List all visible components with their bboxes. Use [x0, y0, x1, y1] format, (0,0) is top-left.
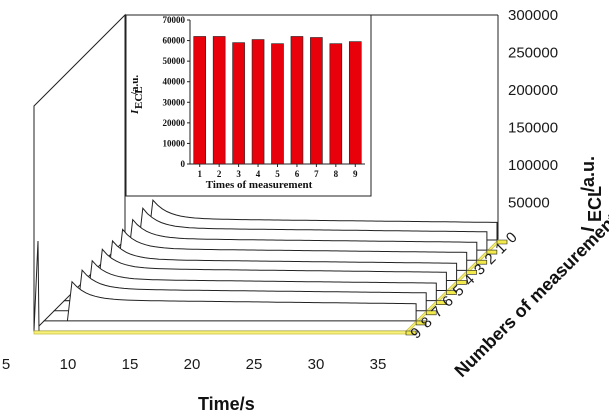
floor-step — [456, 280, 467, 285]
inset-y-tick-label: 30000 — [163, 97, 186, 107]
inset-bar — [329, 43, 343, 165]
x-tick-label: 5 — [2, 356, 10, 373]
x-tick-label: 35 — [370, 356, 387, 373]
inset-bar — [310, 37, 323, 165]
floor-step — [436, 300, 447, 305]
inset-x-tick-label: 8 — [334, 169, 339, 179]
x-tick-label: 10 — [60, 356, 77, 373]
inset-bar — [251, 39, 265, 165]
inset-x-tick-label: 3 — [236, 169, 241, 179]
floor-step — [486, 249, 498, 255]
floor-step — [476, 259, 488, 265]
inset-bar — [271, 43, 284, 165]
z-tick-label: 7 — [428, 303, 446, 321]
x-axis: 5 10 15 20 25 30 35 — [2, 356, 387, 373]
y-tick-label: 150000 — [508, 120, 558, 137]
inset-x-tick-label: 5 — [275, 169, 280, 179]
x-tick-label: 20 — [184, 356, 201, 373]
inset-y-tick-label: 10000 — [163, 138, 186, 148]
y-axis-title: I ECL /a.u. — [578, 156, 605, 232]
inset-x-tick-label: 9 — [353, 169, 358, 179]
y-tick-label: 300000 — [508, 7, 558, 24]
y-tick-label: 100000 — [508, 157, 558, 174]
inset-y-tick-label: 60000 — [163, 36, 186, 46]
inset-bar — [212, 36, 226, 165]
inset-y-axis-title-unit: /a.u. — [129, 75, 141, 96]
inset-y-axis-title: I ECL /a.u. — [129, 75, 145, 115]
floor-step — [415, 320, 427, 326]
y-axis-title-symbol: I — [578, 226, 598, 232]
z-tick-label: 8 — [418, 314, 436, 332]
inset-bar — [232, 42, 245, 165]
x-tick-label: 15 — [122, 356, 139, 373]
y-axis: 50000 100000 150000 200000 250000 300000 — [508, 7, 558, 212]
inset-y-tick-label: 20000 — [163, 118, 186, 128]
inset-y-axis-title-symbol: I — [129, 109, 141, 115]
x-tick-label: 30 — [308, 356, 325, 373]
floor-step — [466, 270, 477, 275]
inset-bar — [193, 36, 207, 165]
inset-x-tick-label: 1 — [197, 169, 202, 179]
inset-y-tick-label: 0 — [181, 159, 186, 169]
inset-x-tick-label: 7 — [314, 169, 319, 179]
series-layer — [33, 198, 498, 332]
inset-y-axis-title-subscript: ECL — [133, 86, 145, 109]
x-tick-label: 25 — [246, 356, 263, 373]
inset-x-tick-label: 2 — [217, 169, 222, 179]
inset-y-tick-label: 40000 — [163, 77, 186, 87]
x-axis-title: Time/s — [198, 394, 255, 414]
floor-step — [425, 310, 437, 316]
floor-step — [446, 290, 457, 295]
inset-x-tick-label: 4 — [256, 169, 261, 179]
inset-bar — [348, 41, 362, 165]
inset-y-tick-label: 50000 — [163, 56, 186, 66]
inset-bar — [290, 36, 304, 165]
y-tick-label: 250000 — [508, 45, 558, 62]
inset-x-tick-label: 6 — [295, 169, 300, 179]
floor-step — [405, 330, 417, 336]
z-tick-label: 9 — [407, 324, 425, 342]
inset-bar-chart: 0 10000 20000 30000 40000 50000 60000 70000 1 2 3 4… — [125, 14, 372, 197]
y-axis-title-subscript: ECL — [585, 186, 605, 222]
inset-y-tick-label: 70000 — [163, 15, 186, 25]
floor-step — [496, 239, 508, 245]
floor-layer — [33, 239, 508, 336]
y-tick-label: 50000 — [508, 195, 550, 212]
inset-x-axis-title: Times of measurement — [206, 179, 313, 191]
y-tick-label: 200000 — [508, 82, 558, 99]
inset-bars — [193, 36, 362, 165]
z-tick-label: 6 — [439, 293, 457, 311]
series-curve-1 — [42, 280, 417, 322]
y-axis-title-unit: /a.u. — [578, 156, 598, 192]
